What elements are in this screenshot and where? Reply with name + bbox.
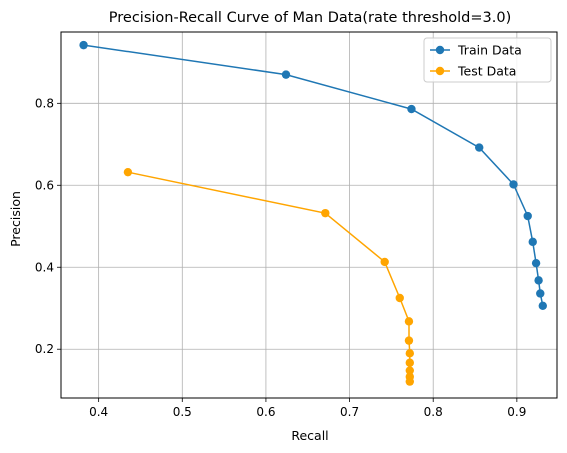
- train-data-point: [407, 104, 416, 114]
- legend-item-test-data: Test Data: [430, 64, 516, 79]
- legend-box: [423, 37, 552, 83]
- legend-marker: [435, 45, 445, 55]
- y-tick-label: 0.4: [35, 260, 54, 274]
- plot-frame: [60, 31, 558, 399]
- test-data-point: [404, 317, 414, 326]
- x-tick-label: 0.5: [173, 405, 192, 419]
- legend-label: Test Data: [457, 64, 516, 79]
- train-data-series: [79, 40, 547, 310]
- test-data-point: [380, 257, 389, 267]
- train-data-point: [79, 40, 88, 50]
- legend: Train Data Test Data: [423, 37, 552, 83]
- test-data-point: [405, 366, 414, 375]
- series-layer: [79, 40, 547, 386]
- legend-label: Train Data: [457, 43, 522, 58]
- test-data-line: [127, 171, 411, 382]
- train-data-point: [536, 289, 545, 298]
- y-tick-label: 0.8: [35, 96, 54, 110]
- x-tick-label: 0.8: [424, 405, 443, 419]
- test-data-point: [123, 167, 133, 177]
- y-tick-label: 0.6: [35, 178, 54, 192]
- train-data-line: [83, 44, 544, 306]
- train-data-point: [528, 237, 537, 247]
- test-data-point: [395, 293, 404, 303]
- train-data-point: [509, 180, 518, 189]
- test-data-point: [405, 349, 414, 358]
- test-data-series: [123, 167, 414, 386]
- test-data-point: [321, 208, 330, 218]
- axis-ticks: 0.4 0.5 0.6 0.7 0.8 0.9 0.2 0.4 0.6 0.8: [35, 96, 526, 419]
- y-tick-label: 0.2: [35, 342, 54, 356]
- train-data-point: [538, 301, 547, 310]
- test-data-point: [405, 377, 414, 386]
- gridlines: [61, 32, 557, 398]
- train-data-point: [475, 143, 484, 152]
- x-tick-label: 0.4: [89, 405, 108, 419]
- legend-item-train-data: Train Data: [430, 43, 522, 58]
- x-tick-label: 0.6: [256, 405, 275, 419]
- chart-title: Precision-Recall Curve of Man Data(rate …: [109, 10, 511, 26]
- x-tick-label: 0.7: [340, 405, 359, 419]
- y-axis-label: Precision: [8, 191, 23, 247]
- test-data-point: [404, 336, 414, 345]
- train-data-point: [281, 70, 291, 79]
- x-tick-label: 0.9: [507, 405, 526, 419]
- test-data-point: [405, 358, 414, 367]
- train-data-point: [531, 258, 541, 268]
- x-axis-label: Recall: [291, 428, 328, 443]
- train-data-point: [534, 276, 543, 285]
- train-data-point: [523, 211, 532, 221]
- legend-marker: [435, 66, 445, 76]
